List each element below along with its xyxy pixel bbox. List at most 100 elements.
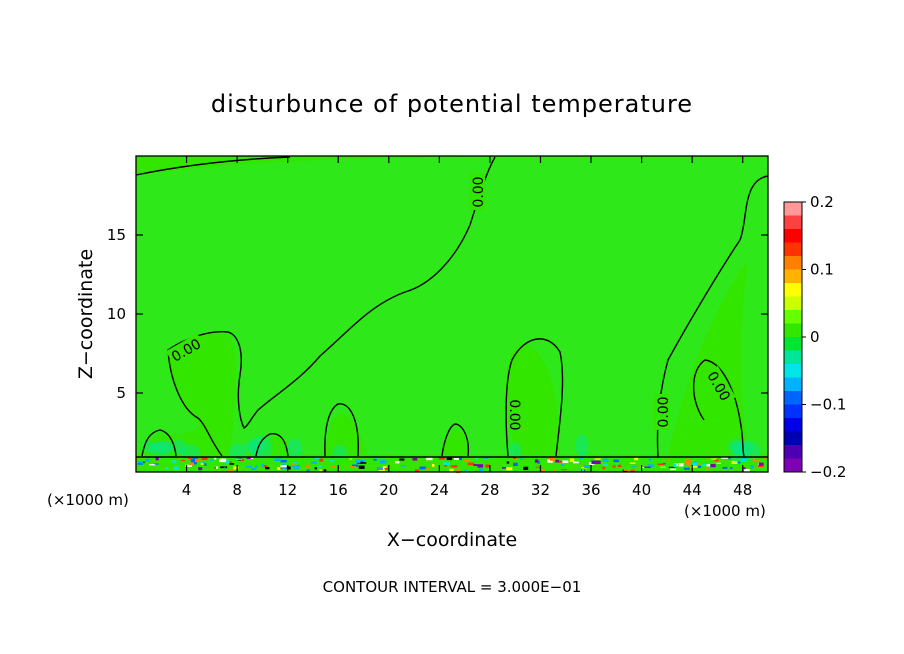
y-tick-label: 15	[107, 226, 126, 244]
surface-mark	[373, 458, 377, 461]
surface-mark	[306, 469, 310, 472]
surface-mark	[502, 467, 509, 469]
surface-mark	[569, 458, 575, 462]
surface-mark	[750, 457, 756, 461]
surface-mark	[702, 464, 708, 467]
colorbar-swatch	[784, 377, 802, 392]
near-surface-blob	[179, 444, 200, 458]
surface-mark	[511, 458, 518, 460]
surface-mark	[190, 458, 198, 462]
surface-mark	[613, 459, 619, 463]
surface-mark	[198, 467, 203, 471]
chart-title: disturbunce of potential temperature	[211, 90, 693, 118]
surface-mark	[705, 467, 710, 469]
surface-mark	[226, 460, 230, 464]
surface-mark	[191, 461, 197, 465]
contour-bump-16	[324, 403, 359, 457]
surface-mark	[384, 467, 388, 470]
surface-mark	[673, 463, 677, 468]
surface-mark	[454, 458, 459, 460]
surface-mark	[280, 467, 283, 469]
surface-mark	[204, 463, 207, 467]
colorbar-swatch	[784, 418, 802, 432]
colorbar-swatch	[784, 202, 802, 216]
contour-bump-25	[441, 423, 470, 457]
colorbar-tick-label: 0.2	[810, 193, 834, 211]
surface-mark	[323, 469, 327, 472]
colorbar-swatch	[784, 350, 802, 365]
surface-mark	[401, 465, 406, 467]
near-surface-blob	[575, 434, 589, 458]
colorbar-swatch	[784, 364, 802, 378]
surface-mark	[330, 465, 336, 467]
surface-mark	[419, 466, 427, 470]
surface-mark	[358, 465, 365, 469]
surface-mark	[750, 465, 754, 469]
y-tick-label: 10	[107, 305, 126, 323]
surface-mark	[180, 459, 186, 461]
surface-mark	[314, 467, 317, 470]
surface-mark	[763, 457, 767, 460]
contour-bump-2	[141, 429, 177, 457]
colorbar-tick-label: 0	[810, 328, 820, 346]
surface-mark	[695, 465, 702, 468]
surface-mark	[149, 464, 156, 466]
x-axis-label: X−coordinate	[387, 529, 517, 551]
surface-mark	[635, 466, 641, 468]
surface-mark	[446, 457, 453, 461]
contour-label-bg	[703, 365, 736, 406]
surface-mark	[227, 469, 234, 471]
near-surface-blob	[735, 441, 753, 457]
surface-noise	[137, 434, 767, 474]
surface-mark	[547, 457, 550, 459]
surface-mark	[233, 466, 239, 470]
surface-mark	[560, 464, 564, 466]
surface-mark	[185, 464, 192, 467]
surface-mark	[716, 462, 721, 464]
surface-mark	[210, 459, 213, 461]
near-surface-blob	[229, 443, 247, 461]
surface-mark	[255, 465, 258, 469]
colorbar-swatch	[784, 215, 802, 230]
surface-mark	[319, 469, 322, 472]
colorbar-swatch	[784, 445, 802, 459]
surface-mark	[467, 462, 475, 466]
y-axis-label: Z−coordinate	[75, 249, 97, 379]
contour-bump-12	[255, 433, 289, 457]
surface-mark	[228, 461, 232, 463]
surface-mark	[250, 457, 254, 459]
surface-mark	[634, 457, 639, 461]
surface-mark	[459, 457, 462, 461]
contour-label-bg	[165, 333, 206, 366]
x-tick-label: 40	[632, 481, 651, 499]
near-surface-blob	[508, 442, 522, 459]
near-surface-blob	[244, 440, 266, 453]
x-tick-label: 32	[531, 481, 550, 499]
surface-mark	[265, 467, 270, 470]
surface-mark	[644, 466, 651, 468]
x-tick-label: 12	[278, 481, 297, 499]
surface-mark	[239, 457, 242, 459]
surface-mark	[660, 466, 666, 468]
surface-mark	[728, 458, 731, 460]
surface-mark	[519, 458, 525, 460]
surface-mark	[291, 463, 295, 466]
colorbar-tick-label: −0.1	[810, 396, 846, 414]
surface-mark	[683, 467, 690, 470]
surface-mark	[246, 465, 253, 468]
surface-mark	[714, 459, 719, 462]
surface-mark	[201, 457, 208, 461]
surface-mark	[314, 457, 320, 459]
surface-mark	[561, 469, 567, 471]
surface-mark	[444, 464, 448, 467]
surface-mark	[381, 466, 387, 469]
colorbar-swatch	[784, 310, 802, 324]
surface-mark	[280, 465, 288, 468]
surface-mark	[374, 458, 378, 460]
surface-mark	[683, 462, 691, 465]
surface-mark	[594, 458, 601, 460]
surface-mark	[263, 465, 268, 468]
surface-mark	[557, 460, 565, 463]
surface-mark	[449, 468, 454, 473]
surface-mark	[379, 460, 387, 464]
